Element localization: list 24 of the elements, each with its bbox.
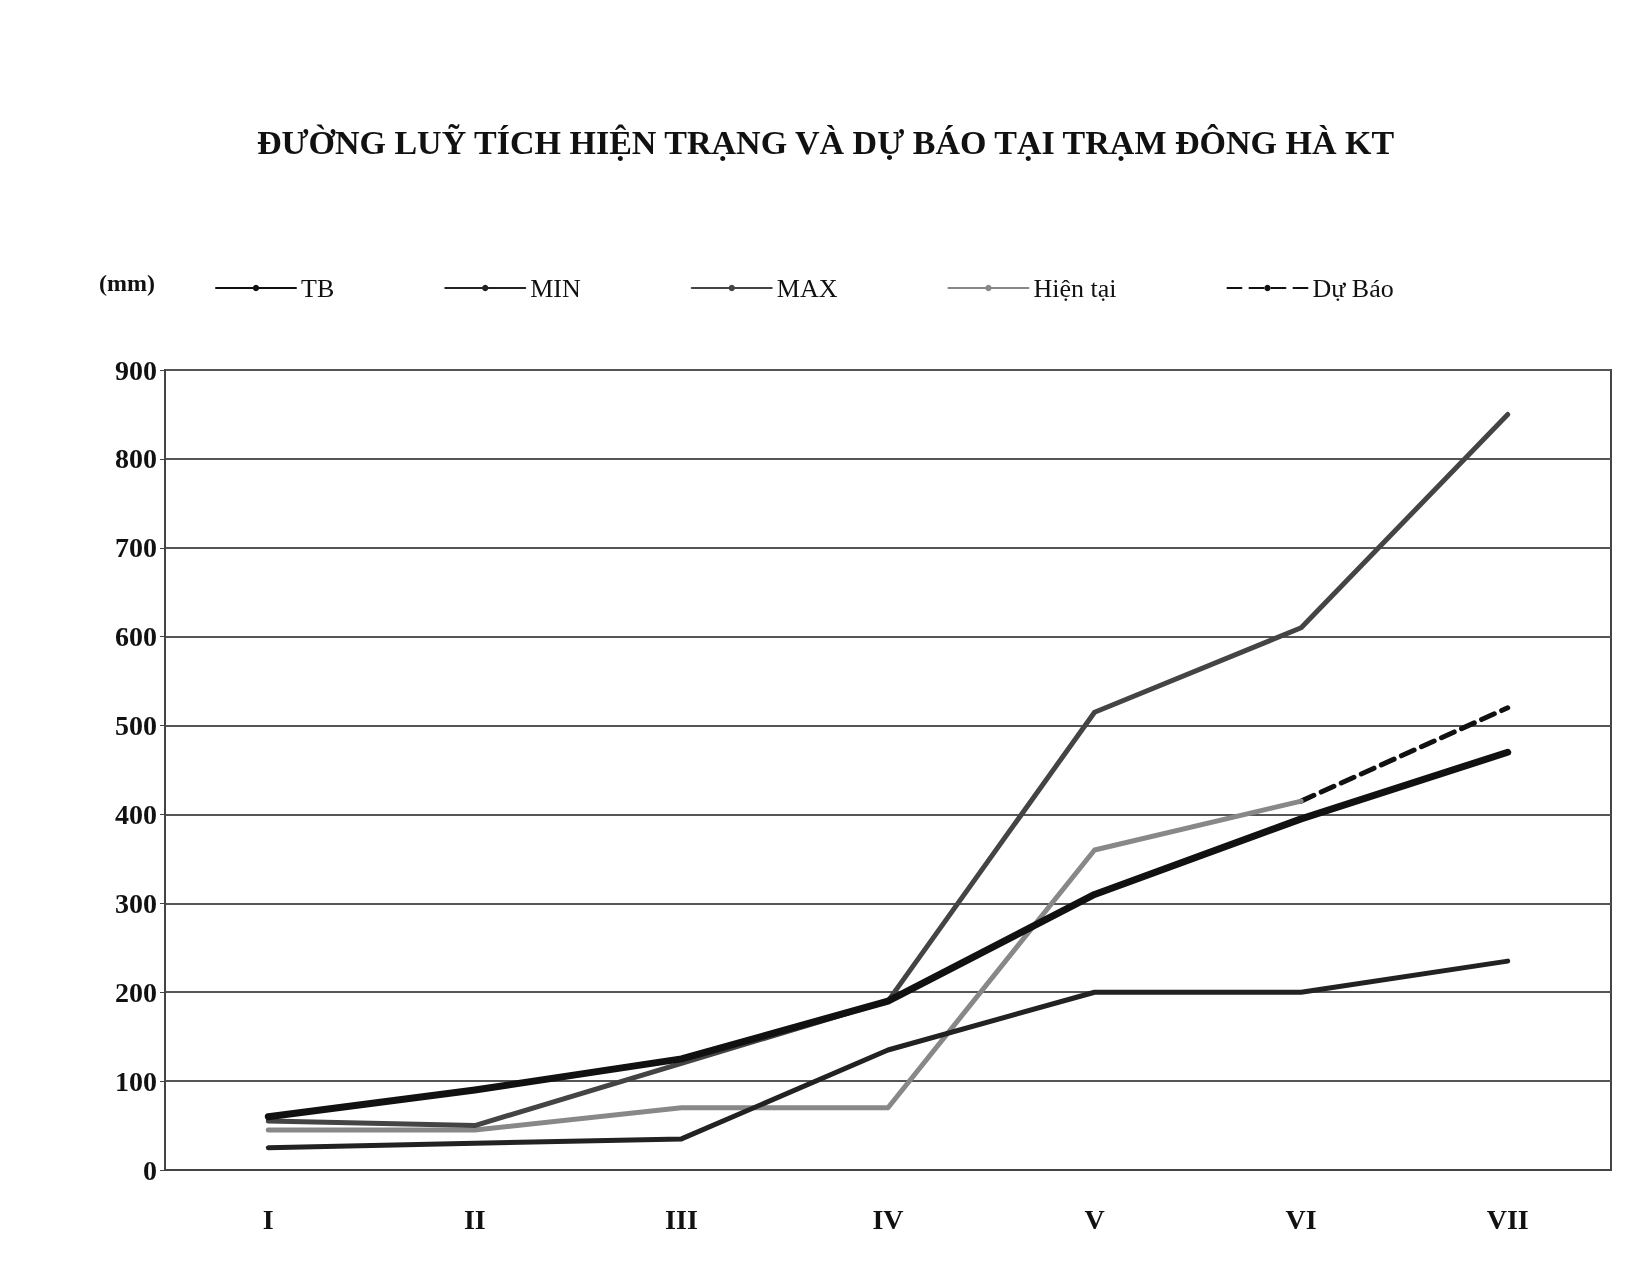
y-tick-label: 0	[143, 1154, 157, 1186]
y-tick-label: 700	[115, 532, 157, 564]
x-tick-label: VI	[1285, 1203, 1317, 1235]
y-axis-title: (mm)	[99, 270, 155, 296]
x-tick-label: V	[1084, 1203, 1105, 1235]
x-tick-label: VII	[1486, 1203, 1529, 1235]
legend-label: TB	[301, 273, 335, 303]
y-tick-label: 900	[115, 354, 157, 386]
y-tick-label: 500	[115, 710, 157, 742]
x-tick-label: IV	[872, 1203, 904, 1235]
x-tick-label: II	[463, 1203, 486, 1235]
x-tick-label: I	[262, 1203, 274, 1235]
y-tick-label: 600	[115, 621, 157, 653]
legend-label: Dự Báo	[1312, 273, 1394, 303]
legend-label: MAX	[776, 273, 838, 303]
legend-label: Hiện tại	[1033, 273, 1117, 303]
y-tick-label: 200	[115, 976, 157, 1008]
x-tick-label: III	[665, 1203, 698, 1235]
legend-label: MIN	[530, 273, 581, 303]
y-tick-label: 800	[115, 443, 157, 475]
y-tick-label: 100	[115, 1065, 157, 1097]
chart-title: ĐƯỜNG LUỸ TÍCH HIỆN TRẠNG VÀ DỰ BÁO TẠI TRẠM ĐÔNG HÀ KT	[256, 123, 1395, 161]
y-tick-label: 400	[115, 798, 157, 830]
y-tick-label: 300	[115, 887, 157, 919]
